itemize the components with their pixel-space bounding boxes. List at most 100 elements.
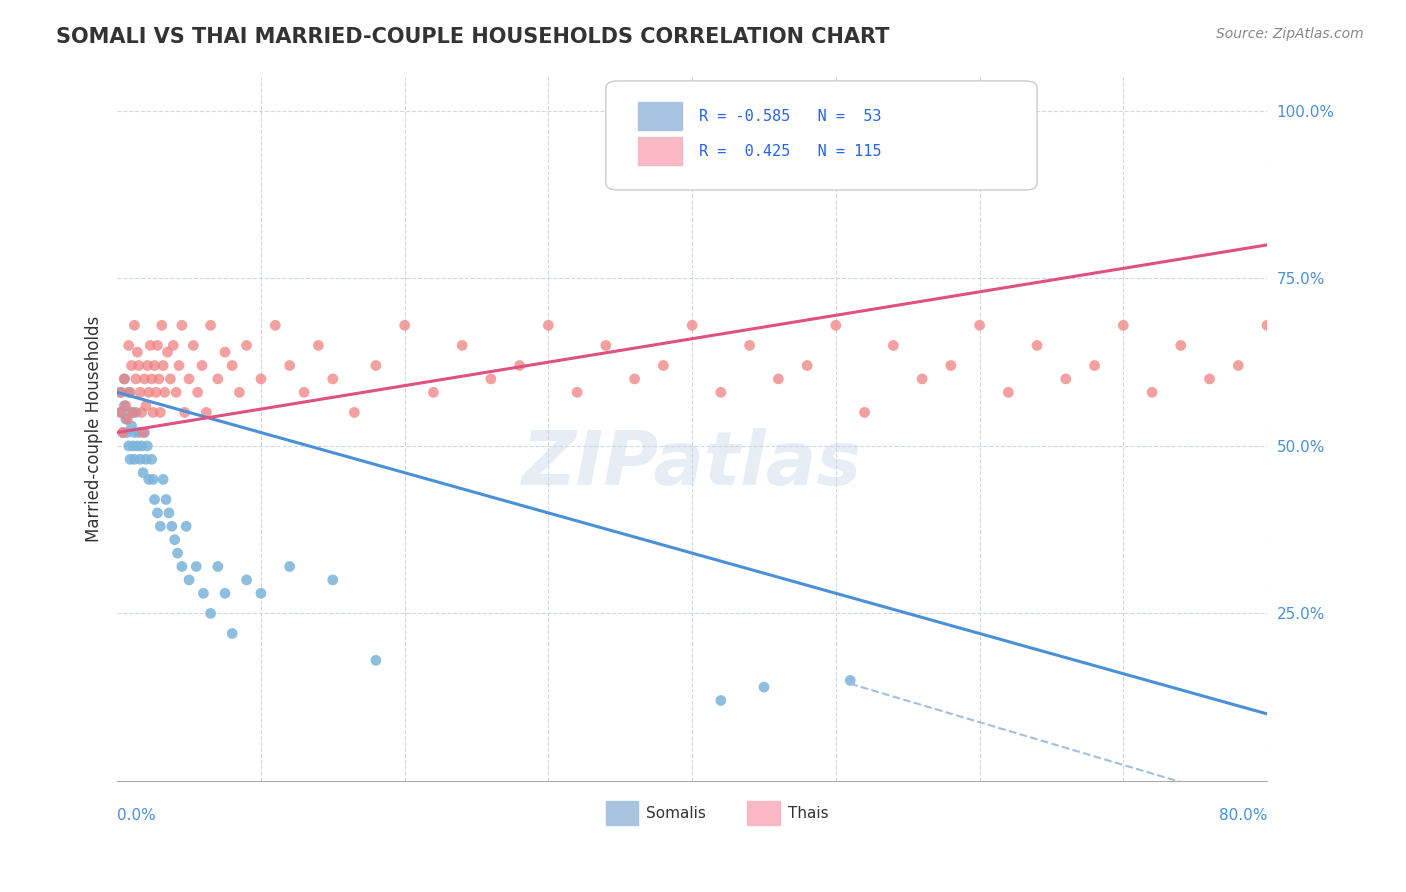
Point: [152, 359, 174, 373]
Point: [170, 559, 193, 574]
Point: [112, 372, 135, 386]
Text: ZIPatlas: ZIPatlas: [522, 428, 862, 500]
Point: [122, 405, 145, 419]
Point: [111, 425, 134, 440]
Point: [112, 372, 135, 386]
Point: [710, 385, 733, 400]
Point: [143, 492, 166, 507]
Point: [149, 405, 172, 419]
Point: [128, 359, 150, 373]
Point: [796, 359, 818, 373]
Point: [118, 338, 141, 352]
Point: [110, 385, 132, 400]
Point: [136, 359, 159, 373]
Point: [125, 372, 148, 386]
Point: [235, 573, 257, 587]
Point: [1026, 338, 1049, 352]
Point: [142, 405, 165, 419]
FancyBboxPatch shape: [606, 801, 638, 824]
Point: [207, 559, 229, 574]
Point: [138, 472, 160, 486]
Point: [292, 385, 315, 400]
Point: [422, 385, 444, 400]
Point: [125, 405, 148, 419]
Point: [710, 693, 733, 707]
Point: [124, 318, 146, 333]
Point: [235, 338, 257, 352]
Point: [1112, 318, 1135, 333]
Point: [120, 385, 142, 400]
Point: [278, 359, 301, 373]
Point: [166, 546, 188, 560]
Point: [250, 372, 273, 386]
Point: [187, 385, 209, 400]
Point: [143, 359, 166, 373]
Point: [157, 506, 180, 520]
Point: [108, 385, 131, 400]
Point: [117, 425, 139, 440]
Point: [364, 653, 387, 667]
Text: Source: ZipAtlas.com: Source: ZipAtlas.com: [1216, 27, 1364, 41]
Point: [623, 372, 645, 386]
Point: [193, 586, 215, 600]
Point: [128, 425, 150, 440]
Point: [228, 385, 250, 400]
Point: [142, 472, 165, 486]
Point: [214, 586, 236, 600]
Point: [264, 318, 287, 333]
Point: [114, 399, 136, 413]
Point: [1371, 252, 1393, 266]
Point: [1343, 292, 1365, 306]
Point: [153, 385, 176, 400]
Y-axis label: Married-couple Households: Married-couple Households: [86, 316, 103, 542]
Point: [129, 452, 152, 467]
Point: [146, 338, 169, 352]
FancyBboxPatch shape: [638, 102, 682, 130]
Point: [997, 385, 1019, 400]
Point: [364, 359, 387, 373]
Point: [824, 318, 846, 333]
Point: [1227, 359, 1250, 373]
Point: [183, 338, 205, 352]
Point: [1198, 372, 1220, 386]
Point: [129, 385, 152, 400]
Point: [131, 439, 153, 453]
Point: [186, 559, 208, 574]
Point: [451, 338, 474, 352]
Point: [509, 359, 531, 373]
Point: [343, 405, 366, 419]
Point: [191, 359, 214, 373]
Point: [114, 412, 136, 426]
Point: [177, 372, 200, 386]
Point: [159, 372, 181, 386]
Point: [652, 359, 675, 373]
Point: [121, 418, 143, 433]
Point: [108, 405, 131, 419]
Point: [110, 405, 132, 419]
Point: [1054, 372, 1077, 386]
Point: [136, 439, 159, 453]
Point: [200, 318, 222, 333]
Point: [853, 405, 876, 419]
Point: [150, 318, 173, 333]
Point: [135, 452, 157, 467]
Point: [122, 439, 145, 453]
Point: [118, 439, 141, 453]
Text: 0.0%: 0.0%: [117, 807, 156, 822]
Point: [162, 338, 184, 352]
Point: [177, 573, 200, 587]
Point: [117, 412, 139, 426]
Point: [939, 359, 962, 373]
Point: [911, 372, 934, 386]
Point: [132, 425, 155, 440]
Point: [165, 385, 187, 400]
Point: [394, 318, 416, 333]
Point: [156, 345, 179, 359]
Point: [479, 372, 502, 386]
FancyBboxPatch shape: [606, 81, 1038, 190]
Point: [146, 506, 169, 520]
Point: [127, 439, 149, 453]
Point: [207, 372, 229, 386]
Point: [149, 519, 172, 533]
Text: R =  0.425   N = 115: R = 0.425 N = 115: [699, 144, 882, 159]
